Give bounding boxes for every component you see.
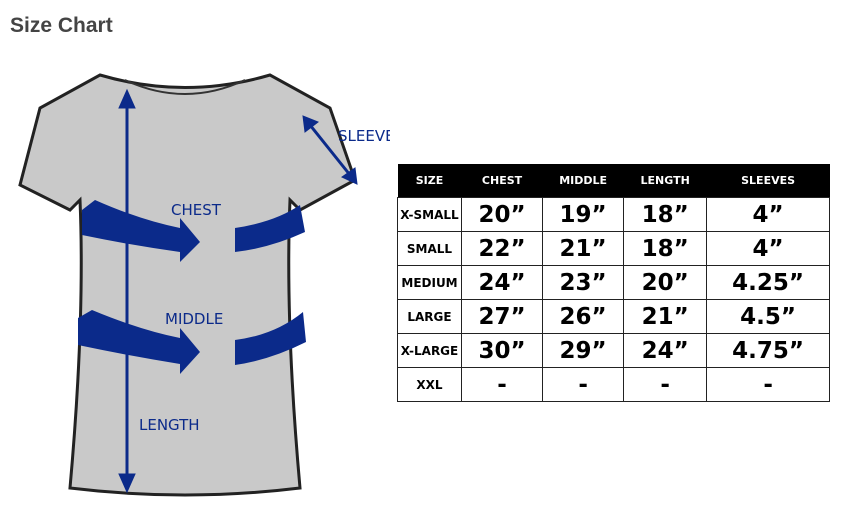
chest-arrow-left <box>82 200 200 262</box>
middle-cell: 26” <box>542 299 625 334</box>
middle-cell: 29” <box>542 333 625 368</box>
sleeves-cell: 4” <box>706 231 830 266</box>
sleeves-cell: - <box>706 367 830 402</box>
sleeves-cell: 4” <box>706 197 830 232</box>
chest-label: CHEST <box>171 201 222 219</box>
size-cell: MEDIUM <box>397 265 462 300</box>
chest-cell: 22” <box>460 231 544 266</box>
header-middle: MIDDLE <box>542 164 624 198</box>
tshirt-diagram: SLEEVE CHEST MIDDLE LENGTH <box>18 73 390 497</box>
chest-cell: 30” <box>460 333 544 368</box>
size-cell: X-LARGE <box>397 333 462 368</box>
chest-cell: 27” <box>460 299 544 334</box>
table-row: LARGE 27” 26” 21” 4.5” <box>397 299 830 334</box>
length-cell: 24” <box>623 333 708 368</box>
table-row: MEDIUM 24” 23” 20” 4.25” <box>397 265 830 300</box>
middle-cell: - <box>542 367 625 402</box>
sleeve-arrow <box>308 124 352 176</box>
table-row: X-LARGE 30” 29” 24” 4.75” <box>397 333 830 368</box>
size-cell: X-SMALL <box>397 197 462 232</box>
table-header: SIZE CHEST MIDDLE LENGTH SLEEVES <box>397 164 830 198</box>
size-table: SIZE CHEST MIDDLE LENGTH SLEEVES X-SMALL… <box>397 164 830 402</box>
header-sleeves: SLEEVES <box>706 164 830 198</box>
length-cell: - <box>623 367 708 402</box>
chest-cell: 20” <box>460 197 544 232</box>
table-row: XXL - - - - <box>397 367 830 402</box>
middle-cell: 23” <box>542 265 625 300</box>
sleeves-cell: 4.5” <box>706 299 830 334</box>
length-cell: 21” <box>623 299 708 334</box>
middle-arrow-right <box>235 312 306 365</box>
chest-cell: - <box>460 367 544 402</box>
size-cell: XXL <box>397 367 462 402</box>
sleeves-cell: 4.75” <box>706 333 830 368</box>
table-row: SMALL 22” 21” 18” 4” <box>397 231 830 266</box>
middle-arrow-left <box>78 310 200 374</box>
header-length: LENGTH <box>623 164 707 198</box>
table-row: X-SMALL 20” 19” 18” 4” <box>397 197 830 232</box>
size-cell: SMALL <box>397 231 462 266</box>
middle-cell: 19” <box>542 197 625 232</box>
sleeve-label: SLEEVE <box>338 127 390 145</box>
length-label: LENGTH <box>139 416 200 434</box>
header-chest: CHEST <box>461 164 543 198</box>
page-title: Size Chart <box>10 14 113 37</box>
sleeves-cell: 4.25” <box>706 265 830 300</box>
length-cell: 18” <box>623 197 708 232</box>
chest-cell: 24” <box>460 265 544 300</box>
middle-label: MIDDLE <box>165 310 223 328</box>
header-size: SIZE <box>397 164 462 198</box>
chest-arrow-right <box>235 205 305 252</box>
middle-cell: 21” <box>542 231 625 266</box>
size-cell: LARGE <box>397 299 462 334</box>
length-cell: 18” <box>623 231 708 266</box>
length-cell: 20” <box>623 265 708 300</box>
